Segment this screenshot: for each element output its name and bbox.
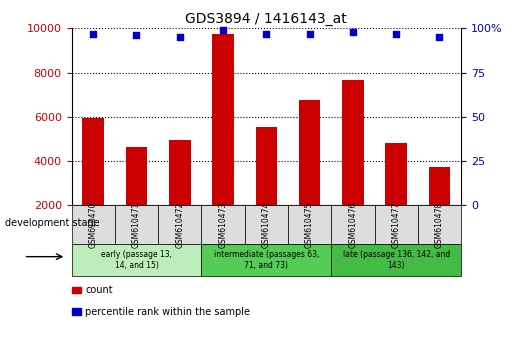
Point: [89, 31, 98, 36]
Bar: [299, 100, 321, 250]
Text: GSM610474: GSM610474: [262, 201, 271, 248]
Text: GSM610472: GSM610472: [175, 202, 184, 248]
Point: [305, 31, 314, 36]
Bar: [126, 147, 147, 250]
Text: intermediate (passages 63,
71, and 73): intermediate (passages 63, 71, and 73): [214, 251, 319, 270]
Title: GDS3894 / 1416143_at: GDS3894 / 1416143_at: [186, 12, 347, 26]
Bar: [255, 127, 277, 250]
Text: GSM610478: GSM610478: [435, 202, 444, 248]
Text: development stage: development stage: [5, 218, 100, 228]
Bar: [429, 167, 450, 250]
Bar: [385, 143, 407, 250]
Text: late (passage 136, 142, and
143): late (passage 136, 142, and 143): [342, 251, 450, 270]
Text: GSM610473: GSM610473: [218, 201, 227, 248]
Text: GSM610470: GSM610470: [89, 201, 98, 248]
Bar: [169, 140, 191, 250]
Text: early (passage 13,
14, and 15): early (passage 13, 14, and 15): [101, 251, 172, 270]
Point: [132, 33, 141, 38]
Bar: [342, 80, 364, 250]
Text: GSM610476: GSM610476: [348, 201, 357, 248]
Point: [175, 34, 184, 40]
Text: GSM610471: GSM610471: [132, 202, 141, 248]
Bar: [212, 34, 234, 250]
Point: [219, 27, 227, 33]
Point: [435, 34, 444, 40]
Point: [392, 31, 401, 36]
Point: [262, 31, 270, 36]
Text: percentile rank within the sample: percentile rank within the sample: [85, 307, 250, 316]
Point: [349, 29, 357, 35]
Text: GSM610475: GSM610475: [305, 201, 314, 248]
Text: GSM610477: GSM610477: [392, 201, 401, 248]
Bar: [82, 118, 104, 250]
Text: count: count: [85, 285, 113, 295]
